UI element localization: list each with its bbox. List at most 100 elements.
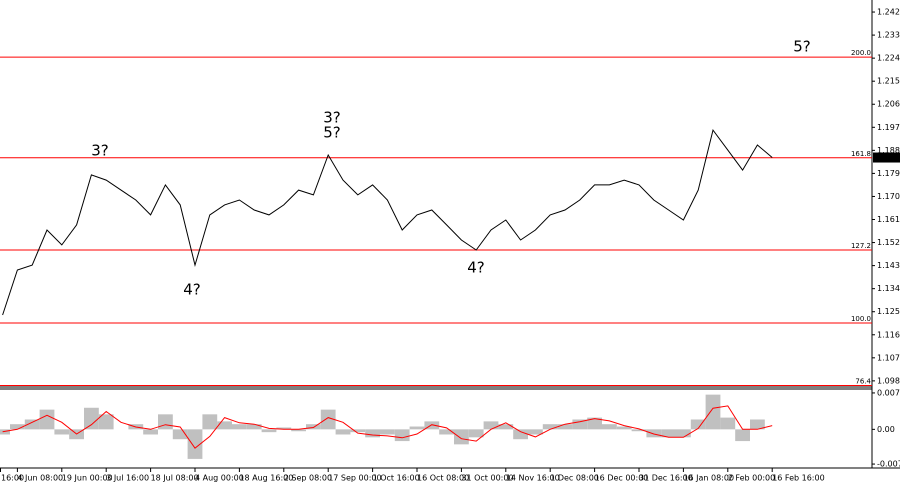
histogram-bar <box>557 424 573 430</box>
y-tick-label: 0.00776 <box>877 388 900 397</box>
y-tick-label: 1.1164 <box>877 330 900 339</box>
histogram-bar <box>602 424 617 430</box>
x-tick-label: 4 Jun 08:00 <box>17 474 63 483</box>
histogram-bar <box>409 426 425 430</box>
histogram-bar <box>676 429 691 438</box>
histogram-bar <box>306 424 321 430</box>
y-tick-label: 1.1974 <box>877 123 900 132</box>
histogram-bar <box>720 417 736 430</box>
y-tick-label: 1.0984 <box>877 376 900 385</box>
y-tick-label: 1.1524 <box>877 238 900 247</box>
histogram-bar <box>350 429 366 433</box>
y-tick-label: 1.1704 <box>877 192 900 201</box>
x-tick-label: 18 Jul 08:00 <box>151 474 199 483</box>
x-tick-label: 16 Feb 16:00 <box>772 474 824 483</box>
fib-level-label: 76.4 <box>855 377 871 385</box>
histogram-bar <box>542 424 558 430</box>
histogram-bar <box>217 421 232 430</box>
histogram-bar <box>261 429 277 433</box>
histogram-bar <box>750 419 765 430</box>
x-tick-label: 19 Jun 00:00 <box>62 474 113 483</box>
signal-line <box>2 405 773 449</box>
x-tick-label: 3 Jul 16:00 <box>106 474 149 483</box>
wave-label: 5? <box>793 38 811 56</box>
histogram-bar <box>84 407 99 430</box>
histogram-bar <box>291 429 306 432</box>
y-tick-label: 1.1614 <box>877 215 900 224</box>
y-tick-label: 1.1884 <box>877 146 900 155</box>
histogram-bar <box>424 421 440 430</box>
histogram-bar <box>187 429 203 459</box>
x-tick-label: 16 Oct 08:00 <box>417 474 469 483</box>
histogram-bar <box>454 429 469 445</box>
x-tick-label: 1 Dec 08:00 <box>550 474 599 483</box>
wave-label: 3? <box>323 109 341 127</box>
histogram-bar <box>439 429 454 435</box>
histogram-bar <box>572 419 588 430</box>
histogram-bar <box>54 429 70 435</box>
current-price: 1.1856 <box>875 153 900 162</box>
histogram-bar <box>528 429 543 435</box>
y-tick-label: 0.00 <box>877 425 895 434</box>
histogram-bar <box>0 429 10 435</box>
fib-level-label: 161.8 <box>851 150 871 158</box>
x-tick-label: 2 Sep 08:00 <box>284 474 332 483</box>
histogram-bar <box>10 424 25 430</box>
x-tick-label: 14 Nov 16:00 <box>506 474 560 483</box>
histogram-bar <box>498 424 514 430</box>
y-tick-label: 1.2334 <box>877 31 900 40</box>
histogram-bar <box>202 414 218 430</box>
x-tick-label: 17 Sep 00:00 <box>328 474 381 483</box>
y-tick-label: 1.1794 <box>877 169 900 178</box>
y-tick-label: 1.1344 <box>877 284 900 293</box>
histogram-bar <box>661 429 676 438</box>
histogram-bar <box>158 414 173 430</box>
y-tick-label: 1.1434 <box>877 261 900 270</box>
histogram-bar <box>98 414 114 430</box>
x-tick-label: 16 Dec 00:00 <box>595 474 649 483</box>
histogram-bar <box>587 417 602 430</box>
histogram-bar <box>735 429 750 442</box>
histogram-bar <box>690 419 706 430</box>
x-tick-label: 2 Feb 00:00 <box>728 474 775 483</box>
x-tick-label: 31 Oct 00:00 <box>461 474 513 483</box>
wave-label: 4? <box>183 281 201 299</box>
histogram-bar <box>380 429 395 435</box>
y-tick-label: 1.1074 <box>877 353 900 362</box>
fib-level-label: 100.0 <box>851 315 871 323</box>
histogram-bar <box>646 429 662 438</box>
wave-label: 3? <box>91 142 109 160</box>
x-tick-label: 16:00 <box>1 474 24 483</box>
histogram-bar <box>705 394 721 430</box>
x-tick-label: 18 Aug 16:00 <box>239 474 293 483</box>
histogram-bar <box>394 429 410 442</box>
histogram-bar <box>232 424 247 430</box>
fib-level-label: 200.0 <box>851 49 871 57</box>
histogram-bar <box>276 427 292 430</box>
histogram-bar <box>483 421 499 430</box>
y-tick-label: -0.0074 <box>877 460 900 469</box>
price-line <box>2 128 773 316</box>
x-tick-label: 16 Jan 08:00 <box>683 474 734 483</box>
histogram-bar <box>513 429 528 440</box>
histogram-bar <box>172 429 188 440</box>
y-tick-label: 1.2244 <box>877 54 900 63</box>
histogram-bar <box>39 409 55 430</box>
fib-level-label: 127.2 <box>851 242 871 250</box>
histogram-bar <box>246 424 262 430</box>
y-tick-label: 1.2154 <box>877 77 900 86</box>
x-tick-label: 31 Dec 16:00 <box>639 474 693 483</box>
y-tick-label: 1.1254 <box>877 307 900 316</box>
x-tick-label: 1 Oct 16:00 <box>373 474 420 483</box>
histogram-bar <box>24 419 40 430</box>
histogram-bar <box>320 409 336 430</box>
y-tick-label: 1.2064 <box>877 100 900 109</box>
current-price-box <box>873 152 900 163</box>
histogram-bar <box>616 426 632 430</box>
histogram-bar <box>335 429 351 435</box>
histogram-bar <box>631 429 647 432</box>
histogram-bar <box>365 429 380 438</box>
histogram-bar <box>468 429 484 438</box>
